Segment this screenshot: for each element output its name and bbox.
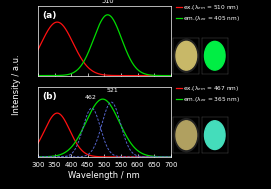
Circle shape [176, 41, 197, 70]
Text: (a): (a) [42, 11, 56, 20]
Circle shape [204, 121, 225, 149]
Legend: ex.(λ$_{em}$ = 510 nm), em.(λ$_{ex}$ = 405 nm): ex.(λ$_{em}$ = 510 nm), em.(λ$_{ex}$ = 4… [176, 3, 240, 23]
Text: 510: 510 [101, 0, 114, 4]
Circle shape [175, 119, 198, 152]
Text: 521: 521 [106, 88, 118, 93]
X-axis label: Wavelength / nm: Wavelength / nm [69, 170, 140, 180]
Circle shape [204, 41, 225, 70]
Text: (b): (b) [42, 92, 57, 101]
Text: Intensity / a.u.: Intensity / a.u. [12, 55, 21, 115]
Legend: ex.(λ$_{em}$ = 467 nm), em.(λ$_{ex}$ = 365 nm): ex.(λ$_{em}$ = 467 nm), em.(λ$_{ex}$ = 3… [176, 84, 240, 104]
Circle shape [176, 121, 197, 149]
Circle shape [175, 39, 198, 72]
Text: 462: 462 [85, 94, 97, 100]
